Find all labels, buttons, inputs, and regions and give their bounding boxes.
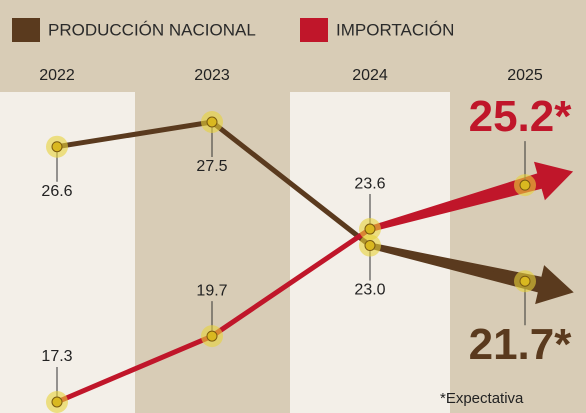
line <box>56 182 526 405</box>
legend-label: PRODUCCIÓN NACIONAL <box>48 20 256 39</box>
point <box>206 330 218 342</box>
data-label: 25.2* <box>469 92 573 141</box>
legend-swatch <box>300 18 328 42</box>
data-label: 23.6 <box>354 175 385 192</box>
data-label: 27.5 <box>196 158 227 175</box>
data-label: 23.0 <box>354 282 385 299</box>
data-label: 17.3 <box>41 348 72 365</box>
point <box>364 223 376 235</box>
x-tick-label: 2025 <box>507 67 543 84</box>
point <box>519 275 531 287</box>
point <box>51 396 63 408</box>
legend-swatch <box>12 18 40 42</box>
data-label: 26.6 <box>41 183 72 200</box>
x-tick-label: 2024 <box>352 67 388 84</box>
x-tick-label: 2023 <box>194 67 230 84</box>
point <box>519 179 531 191</box>
x-tick-label: 2022 <box>39 67 75 84</box>
data-label: 19.7 <box>196 282 227 299</box>
point <box>51 141 63 153</box>
data-label: 21.7* <box>469 320 573 369</box>
annotation: *Expectativa <box>440 390 524 407</box>
line <box>56 119 526 284</box>
legend-label: IMPORTACIÓN <box>336 20 454 39</box>
point <box>206 116 218 128</box>
point <box>364 240 376 252</box>
